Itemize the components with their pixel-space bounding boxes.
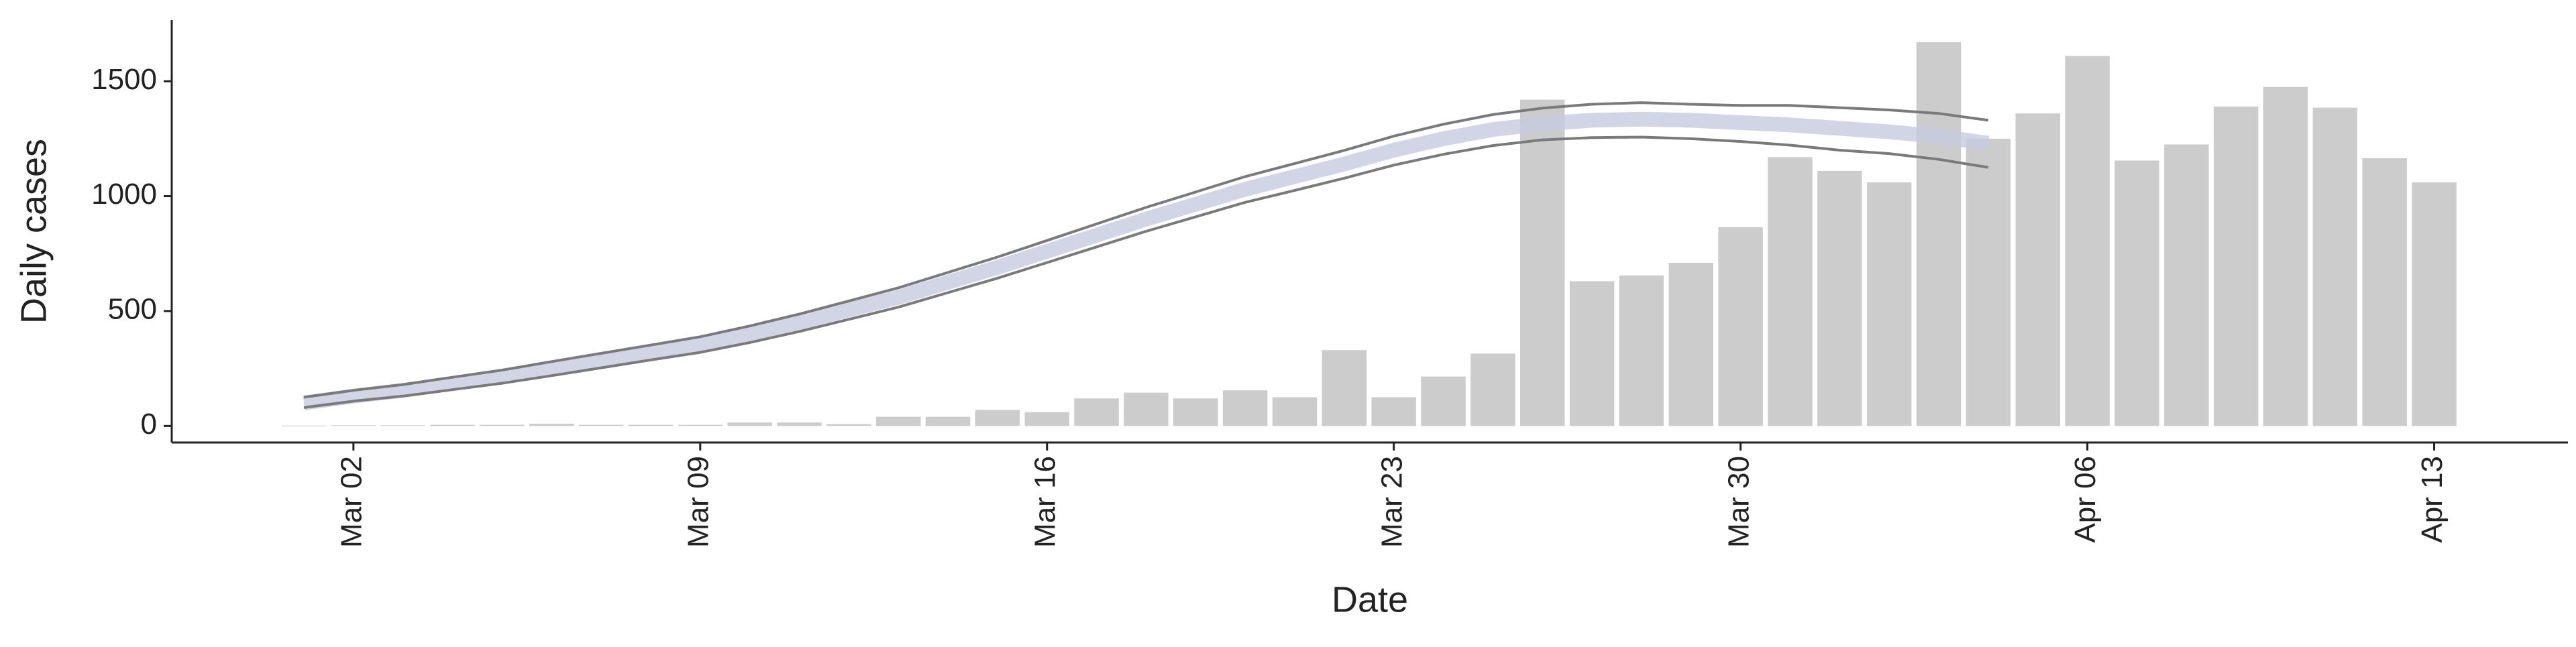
y-tick-label: 0 (141, 408, 157, 440)
bar (1322, 350, 1367, 426)
y-tick-label: 500 (108, 293, 157, 326)
bar (925, 416, 971, 426)
x-axis-title: Date (1332, 579, 1408, 620)
bar (2263, 86, 2308, 426)
x-tick-label: Apr 13 (2416, 456, 2449, 543)
bar (331, 425, 376, 426)
x-tick-label: Mar 30 (1722, 456, 1755, 548)
y-tick-label: 1000 (91, 178, 157, 211)
estimate-line (303, 101, 1989, 399)
x-tick-label: Mar 23 (1375, 456, 1408, 548)
bar (1124, 392, 1169, 426)
bar (1024, 412, 1069, 426)
bar (2362, 158, 2407, 426)
x-tick-label: Mar 16 (1028, 456, 1061, 548)
bar (2114, 160, 2159, 426)
bar (2312, 107, 2358, 426)
bar (529, 423, 574, 426)
y-axis-title: Daily cases (13, 139, 54, 324)
bar (2412, 182, 2457, 426)
x-tick-label: Apr 06 (2069, 456, 2102, 543)
bar (628, 424, 674, 426)
bar (1074, 398, 1119, 426)
bar (1768, 157, 1813, 426)
bar (2164, 144, 2209, 426)
bar (1173, 398, 1218, 426)
bar (2213, 106, 2259, 426)
x-tick-label: Mar 02 (335, 456, 368, 548)
bar (1668, 262, 1714, 426)
bar (727, 422, 772, 426)
estimate-line (303, 135, 1989, 409)
bar (480, 424, 525, 426)
bar (1916, 42, 1962, 426)
bar (1569, 281, 1615, 426)
estimate-band (303, 111, 1990, 410)
bar (875, 416, 921, 426)
bar (2065, 56, 2110, 426)
y-tick-label: 1500 (91, 63, 157, 96)
bar (1619, 275, 1664, 426)
bar (1272, 397, 1318, 426)
bar (975, 410, 1020, 426)
bar (678, 424, 723, 426)
bar (1520, 99, 1565, 426)
bar (1470, 353, 1515, 426)
bar (1817, 170, 1862, 426)
bar (1371, 397, 1416, 426)
bar (826, 424, 871, 426)
bar (2015, 113, 2060, 426)
bar (1966, 138, 2011, 426)
bar (380, 425, 425, 426)
bar (1222, 390, 1268, 426)
bar (1421, 376, 1466, 426)
bar (430, 424, 475, 426)
bar (777, 422, 822, 426)
bar (1718, 227, 1763, 426)
bar (578, 424, 624, 426)
x-tick-label: Mar 09 (682, 456, 714, 548)
bar (1866, 182, 1912, 426)
